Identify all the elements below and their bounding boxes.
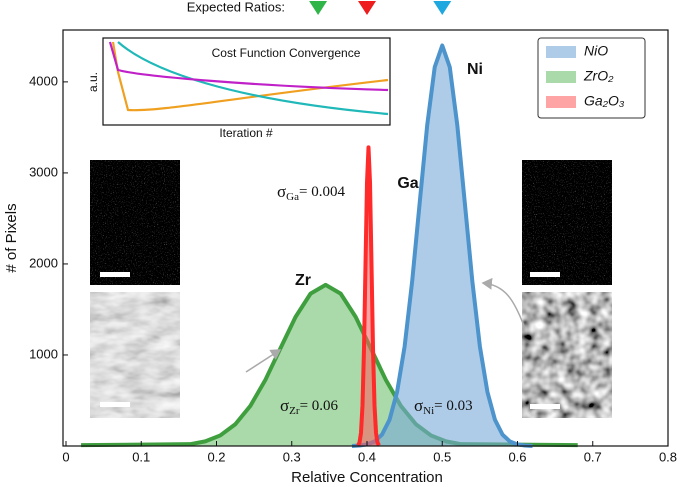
image-label: Ni bbox=[615, 302, 631, 319]
image-label: Zr bbox=[184, 302, 200, 319]
inset-curve bbox=[108, 41, 389, 92]
image-ni-map bbox=[522, 160, 612, 285]
y-axis-label: # of Pixels bbox=[3, 203, 20, 272]
expected-ratios-label: Expected Ratios: bbox=[187, 0, 285, 14]
image-zr-tem bbox=[90, 292, 180, 418]
image-label: Zr bbox=[182, 174, 198, 191]
sigma-symbol: σ bbox=[414, 396, 423, 415]
x-tick-label: 0.6 bbox=[508, 449, 526, 464]
sigma-label: σZr= 0.06 bbox=[280, 396, 339, 417]
arrow bbox=[481, 277, 525, 327]
image-ni-tem bbox=[522, 292, 612, 418]
legend-swatch bbox=[546, 71, 576, 83]
sigma-text: = 0.004 bbox=[299, 184, 345, 200]
legend-swatch bbox=[546, 96, 576, 108]
y-tick-label: 4000 bbox=[29, 73, 58, 88]
sigma-symbol: σ bbox=[280, 396, 289, 415]
sigma-symbol: σ bbox=[277, 182, 286, 201]
sigma-label: σNi= 0.03 bbox=[414, 396, 473, 417]
sigma-text: = 0.06 bbox=[300, 398, 339, 414]
x-tick-label: 0.1 bbox=[132, 449, 150, 464]
x-tick-label: 0.4 bbox=[358, 449, 376, 464]
legend-label: Ga₂O₃ bbox=[584, 93, 625, 109]
peak-label: Zr bbox=[295, 272, 311, 289]
peak-label: Ga bbox=[397, 175, 418, 192]
legend-label: ZrO₂ bbox=[583, 68, 614, 84]
y-tick-label: 3000 bbox=[29, 164, 58, 179]
peak-label: Ni bbox=[467, 61, 483, 78]
area-line bbox=[356, 145, 381, 447]
plot-frame bbox=[62, 29, 669, 447]
sigma-sub: Zr bbox=[289, 405, 300, 417]
inset-title: Cost Function Convergence bbox=[212, 46, 361, 60]
image-label: Ni bbox=[615, 174, 631, 191]
legend-label: NiO bbox=[584, 43, 608, 59]
legend-swatch bbox=[546, 46, 576, 58]
expected-ratio-marker bbox=[358, 1, 376, 15]
x-tick-label: 0.8 bbox=[659, 449, 677, 464]
inset: Cost Function Convergence Iteration # a.… bbox=[86, 37, 391, 140]
y-tick-label: 2000 bbox=[29, 255, 58, 270]
x-axis-label: Relative Concentration bbox=[291, 469, 443, 486]
sigma-sub: Ni bbox=[423, 405, 434, 417]
sigma-sub: Ga bbox=[286, 191, 299, 203]
x-tick-label: 0.7 bbox=[584, 449, 602, 464]
inset-curve bbox=[117, 41, 389, 116]
expected-ratio-marker bbox=[433, 1, 452, 15]
sigma-text: = 0.03 bbox=[434, 398, 472, 414]
inset-y-label: a.u. bbox=[86, 72, 100, 92]
inset-x-label: Iteration # bbox=[219, 126, 273, 140]
x-tick-label: 0.2 bbox=[207, 449, 225, 464]
image-zr-map bbox=[90, 160, 180, 285]
legend: NiO ZrO₂ Ga₂O₃ bbox=[537, 37, 646, 119]
area-line bbox=[351, 43, 533, 448]
x-tick-label: 0.5 bbox=[433, 449, 451, 464]
sigma-label: σGa= 0.004 bbox=[277, 182, 345, 203]
area-fill bbox=[351, 45, 533, 446]
area-fill bbox=[81, 284, 578, 446]
x-tick-label: 0 bbox=[62, 449, 69, 464]
area-fill bbox=[357, 147, 380, 446]
y-tick-label: 1000 bbox=[29, 346, 58, 361]
x-tick-label: 0.3 bbox=[283, 449, 301, 464]
expected-ratio-marker bbox=[309, 1, 328, 15]
arrow bbox=[245, 349, 282, 373]
